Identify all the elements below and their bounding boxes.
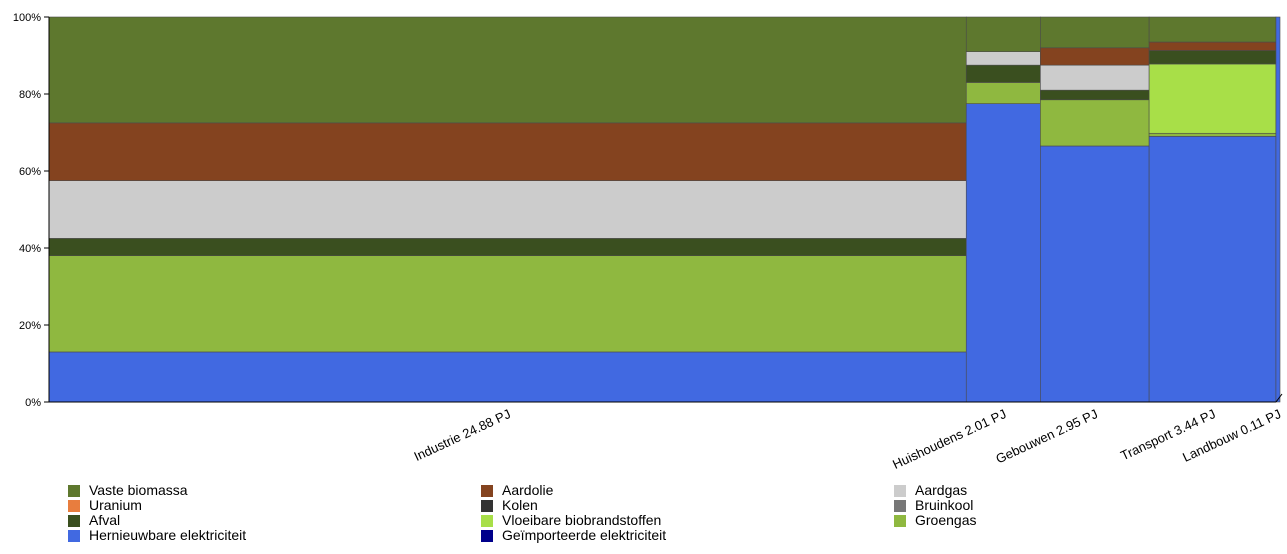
bar-segment [1040,99,1150,147]
bar-segment [48,255,967,353]
bar-segment [1148,132,1277,137]
x-axis-end-line [1275,393,1283,403]
legend-label: Aardolie [502,482,554,498]
legend-label: Bruinkool [915,497,974,513]
bar-segment [965,16,1041,52]
bar-segment [1040,16,1150,49]
bar-segment [48,351,967,403]
legend-label: Groengas [915,512,977,528]
legend-swatch [481,484,493,497]
legend-label: Vaste biomassa [89,482,188,498]
bar-segment [1148,136,1277,403]
bar-segment [965,82,1041,104]
bar-segment [48,238,967,257]
x-category-label: Gebouwen 2.95 PJ [993,406,1100,466]
legend-column: Vaste biomassa Uranium Afval Hernieuwbare e… [68,483,246,543]
bar-segment [965,51,1041,66]
legend-label: Afval [89,512,121,528]
legend-swatch [68,499,80,512]
legend-swatch [68,529,80,542]
bar-segment [1040,47,1150,66]
x-category-label: Huishoudens 2.01 PJ [890,406,1008,472]
legend-label: Kolen [502,497,538,513]
legend-label: Uranium [89,497,142,513]
legend-item: Vaste biomassa [68,483,246,498]
bar-segment [48,180,967,239]
legend-swatch [68,514,80,527]
legend-item: Geïmporteerde elektriciteit [481,528,666,543]
legend-swatch [481,514,493,527]
legend-swatch [68,484,80,497]
y-tick-label: 20% [19,320,41,332]
bar-segment [965,103,1041,403]
y-tick-label: 0% [25,397,41,409]
bar-segment [1148,50,1277,65]
legend-item: Bruinkool [894,498,976,513]
legend-swatch [481,529,493,542]
bar-segment [1040,145,1150,403]
legend-label: Vloeibare biobrandstoffen [502,512,662,528]
y-tick-label: 80% [19,89,41,101]
legend-item: Afval [68,513,246,528]
bar-segment [1040,89,1150,101]
legend-swatch [894,499,906,512]
legend-swatch [894,514,906,527]
bar-segment [1040,64,1150,91]
legend-item: Groengas [894,513,976,528]
legend-label: Geïmporteerde elektriciteit [502,527,667,543]
y-tick-label: 60% [19,166,41,178]
legend-column: Aardgas Bruinkool Groengas [894,483,976,528]
legend-item: Vloeibare biobrandstoffen [481,513,666,528]
bar-segment [1148,63,1277,134]
y-tick-label: 40% [19,243,41,255]
x-category-label: Industrie 24.88 PJ [412,406,513,464]
legend-item: Aardolie [481,483,666,498]
bar-segment [48,16,967,124]
legend-item: Uranium [68,498,246,513]
legend-label: Aardgas [915,482,968,498]
bar-segment [1148,16,1277,43]
y-tick-label: 100% [13,12,41,24]
legend-label: Hernieuwbare elektriciteit [89,527,247,543]
bar-segment [1275,16,1281,403]
legend-item: Kolen [481,498,666,513]
legend-item: Hernieuwbare elektriciteit [68,528,246,543]
bar-segment [48,122,967,181]
bar-segment [1148,41,1277,51]
bar-segment [965,64,1041,83]
legend-swatch [894,484,906,497]
legend-item: Aardgas [894,483,976,498]
legend-column: Aardolie Kolen Vloeibare biobrandstoffen Ge… [481,483,666,543]
legend-swatch [481,499,493,512]
